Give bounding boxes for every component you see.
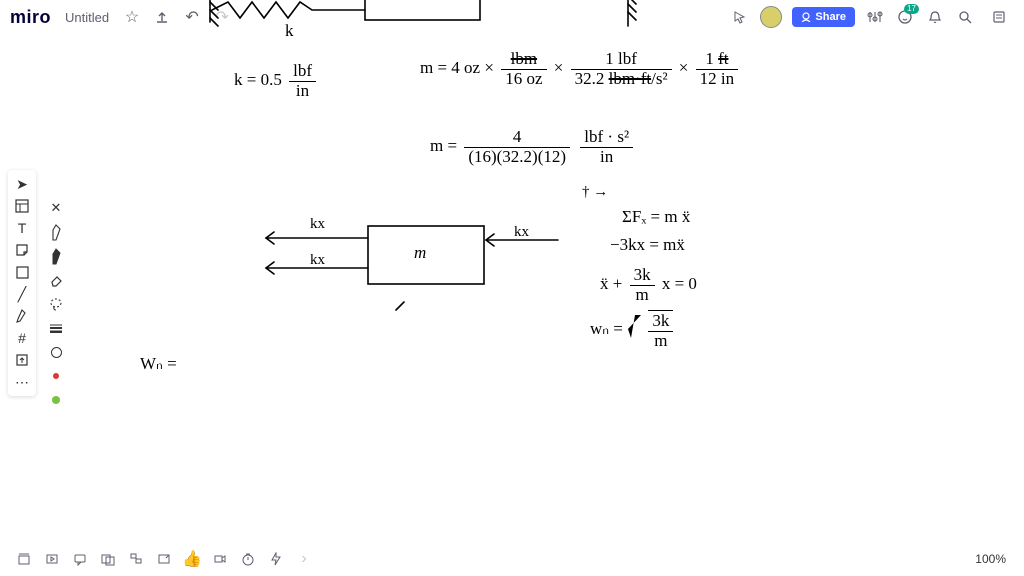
pen-sub-toolbar: ✕ xyxy=(44,198,68,410)
present-icon[interactable] xyxy=(43,550,61,568)
top-bar: miro Untitled ☆ ↶ ↷ Share 17 xyxy=(0,0,1024,34)
cards-icon[interactable] xyxy=(99,550,117,568)
eq-3kx: −3kx = mẍ xyxy=(610,236,685,255)
sum-forces: ΣFₓ = m ẍ xyxy=(622,208,690,227)
color-red-icon[interactable] xyxy=(46,366,66,386)
line-tool-icon[interactable]: ╱ xyxy=(12,284,32,304)
m-result: m = 4(16)(32.2)(12) lbf · s²in xyxy=(430,128,636,166)
video-icon[interactable] xyxy=(211,550,229,568)
k-equation: k = 0.5 lbfin xyxy=(234,62,319,100)
upload-tool-icon[interactable] xyxy=(12,350,32,370)
bottom-bar: 👍 › 100% xyxy=(0,542,1024,576)
frames-panel-icon[interactable] xyxy=(15,550,33,568)
timer-icon[interactable] xyxy=(239,550,257,568)
bell-icon[interactable] xyxy=(926,8,944,26)
bb-more-icon[interactable]: › xyxy=(295,550,313,568)
screenshare-icon[interactable] xyxy=(155,550,173,568)
t-arrow: † → xyxy=(582,184,608,201)
kx-r: kx xyxy=(514,224,529,241)
comments-panel-icon[interactable] xyxy=(71,550,89,568)
canvas[interactable]: k k = 0.5 lbfin m = 4 oz × lbm16 oz × 1 … xyxy=(0,0,1024,576)
redo-icon[interactable]: ↷ xyxy=(213,8,231,26)
m-block-label: m xyxy=(414,244,426,263)
more-tools-icon[interactable]: ⋯ xyxy=(12,372,32,392)
activity-icon[interactable] xyxy=(267,550,285,568)
cursor-icon[interactable] xyxy=(731,8,749,26)
share-button[interactable]: Share xyxy=(792,7,855,27)
pen-variant-2-icon[interactable] xyxy=(46,246,66,266)
wn-eq: wₙ = 3km xyxy=(590,310,676,350)
close-icon[interactable]: ✕ xyxy=(46,198,66,218)
chat-icon[interactable] xyxy=(127,550,145,568)
frame-tool-icon[interactable]: # xyxy=(12,328,32,348)
kx-bl: kx xyxy=(310,252,325,269)
m-conversion: m = 4 oz × lbm16 oz × 1 lbf32.2 lbm·ft/s… xyxy=(420,50,741,88)
color-open-circle-icon[interactable] xyxy=(46,342,66,362)
templates-icon[interactable] xyxy=(12,196,32,216)
left-toolbar: ➤ T ╱ # ⋯ xyxy=(8,170,36,396)
kx-tl: kx xyxy=(310,216,325,233)
shape-tool-icon[interactable] xyxy=(12,262,32,282)
thumbs-up-icon[interactable]: 👍 xyxy=(183,550,201,568)
notes-icon[interactable] xyxy=(990,8,1008,26)
wn-left: Wₙ = xyxy=(140,355,177,374)
eq-ode: ẍ + 3km x = 0 xyxy=(600,266,697,304)
select-tool-icon[interactable]: ➤ xyxy=(12,174,32,194)
comments-icon[interactable]: 17 xyxy=(896,8,914,26)
color-green-icon[interactable] xyxy=(46,390,66,410)
logo[interactable]: miro xyxy=(10,7,51,28)
settings-icon[interactable] xyxy=(866,8,884,26)
avatar[interactable] xyxy=(760,6,782,28)
undo-icon[interactable]: ↶ xyxy=(183,8,201,26)
stray-mark xyxy=(394,300,406,312)
eraser-icon[interactable] xyxy=(46,270,66,290)
sticky-tool-icon[interactable] xyxy=(12,240,32,260)
zoom-level[interactable]: 100% xyxy=(975,552,1014,566)
search-icon[interactable] xyxy=(956,8,974,26)
text-tool-icon[interactable]: T xyxy=(12,218,32,238)
notif-badge: 17 xyxy=(904,4,919,14)
thickness-icon[interactable] xyxy=(46,318,66,338)
pen-tool-icon[interactable] xyxy=(12,306,32,326)
lasso-icon[interactable] xyxy=(46,294,66,314)
export-icon[interactable] xyxy=(153,8,171,26)
star-icon[interactable]: ☆ xyxy=(123,8,141,26)
board-title[interactable]: Untitled xyxy=(65,10,109,25)
pen-variant-1-icon[interactable] xyxy=(46,222,66,242)
